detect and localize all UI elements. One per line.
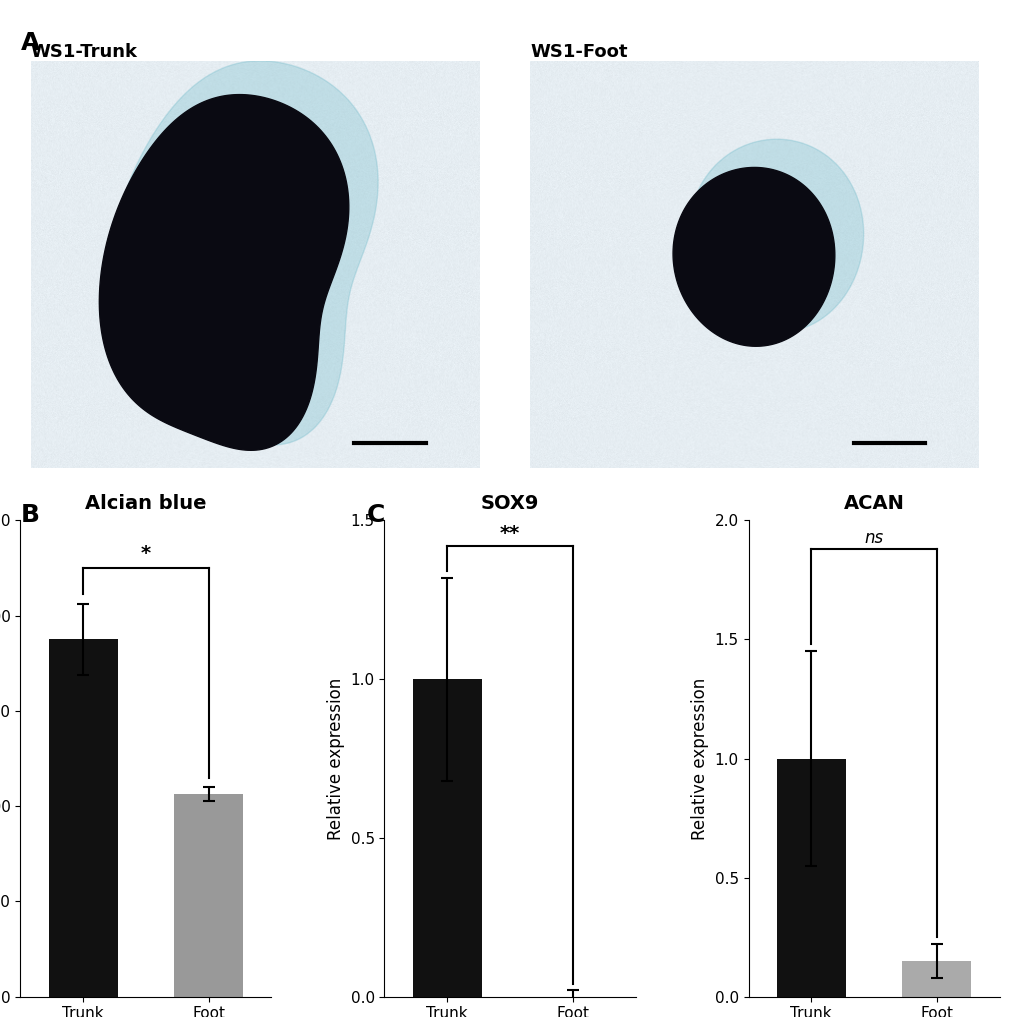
Bar [49, 640, 117, 997]
Title: Alcian blue: Alcian blue [86, 494, 207, 514]
Text: *: * [141, 544, 151, 563]
Bar [776, 759, 845, 997]
Text: B: B [20, 503, 40, 528]
Polygon shape [109, 61, 378, 445]
Polygon shape [673, 168, 834, 346]
Text: A: A [20, 31, 40, 55]
Polygon shape [688, 139, 863, 333]
Bar [174, 794, 243, 997]
Text: ns: ns [864, 529, 882, 546]
Text: WS1-Trunk: WS1-Trunk [31, 43, 138, 61]
Bar [413, 679, 481, 997]
Polygon shape [99, 95, 348, 451]
Bar [902, 961, 970, 997]
Text: C: C [367, 503, 385, 528]
Y-axis label: Relative expression: Relative expression [327, 677, 344, 840]
Title: ACAN: ACAN [843, 494, 904, 514]
Title: SOX9: SOX9 [480, 494, 539, 514]
Y-axis label: Relative expression: Relative expression [691, 677, 708, 840]
Text: WS1-Foot: WS1-Foot [530, 43, 628, 61]
Text: **: ** [499, 524, 520, 543]
